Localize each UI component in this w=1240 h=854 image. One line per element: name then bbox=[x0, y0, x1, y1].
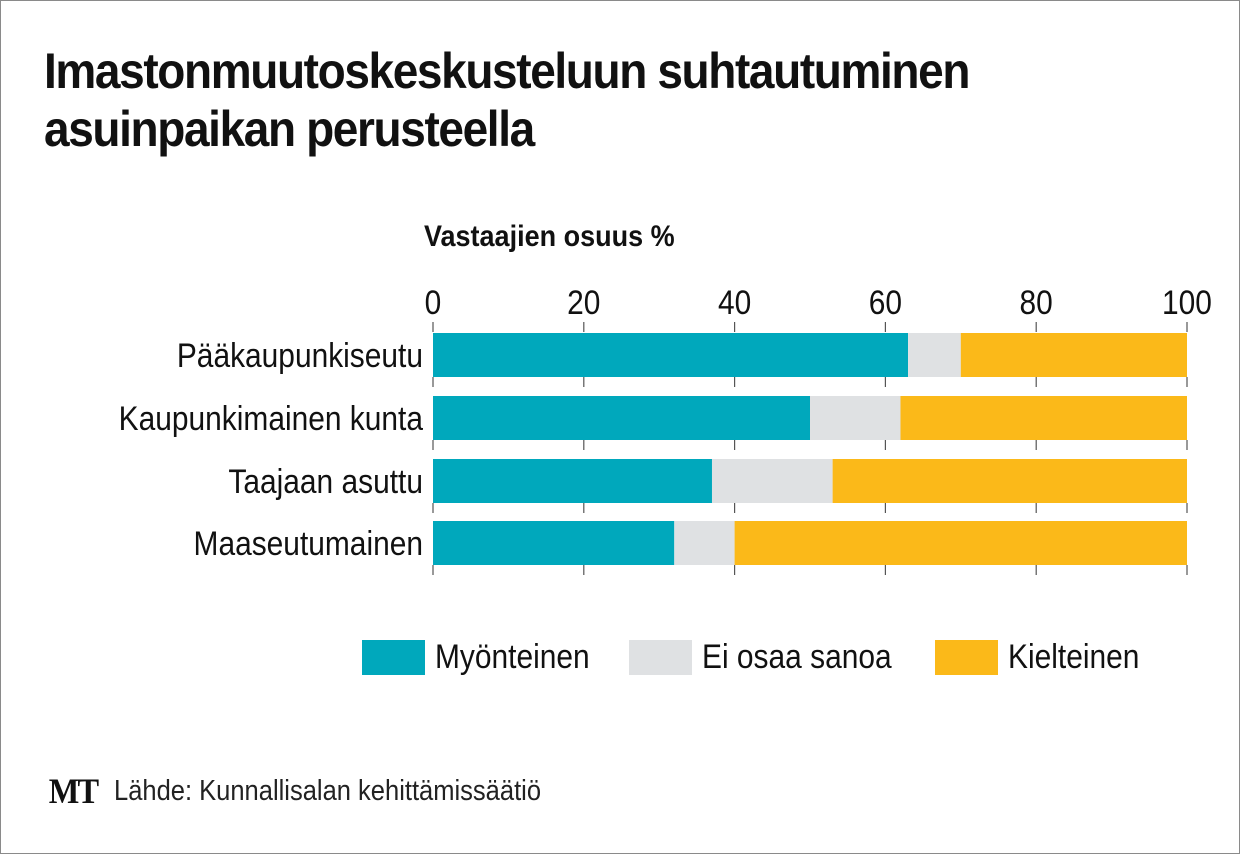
legend: Myönteinen Ei osaa sanoa Kielteinen bbox=[362, 638, 1176, 677]
axis-label: Vastaajien osuus % bbox=[424, 220, 675, 253]
category-label: Maaseutumainen bbox=[194, 524, 423, 562]
category-label: Taajaan asuttu bbox=[228, 462, 423, 500]
x-tick-label: 80 bbox=[1020, 283, 1053, 321]
legend-swatch bbox=[935, 640, 999, 675]
legend-item: Ei osaa sanoa bbox=[628, 638, 918, 677]
mt-logo: MT bbox=[48, 771, 99, 811]
bar-ei-osaa-sanoa bbox=[810, 396, 901, 440]
x-tick-label: 60 bbox=[869, 283, 902, 321]
category-label: Pääkaupunkiseutu bbox=[177, 336, 423, 374]
bar-myönteinen bbox=[433, 396, 810, 440]
bar-ei-osaa-sanoa bbox=[711, 459, 833, 503]
x-tick-label: 20 bbox=[567, 283, 600, 321]
bar-ei-osaa-sanoa bbox=[674, 521, 735, 565]
bar-kielteinen bbox=[734, 521, 1187, 565]
legend-label: Kielteinen bbox=[1008, 638, 1140, 676]
legend-swatch bbox=[362, 640, 425, 675]
bar-ei-osaa-sanoa bbox=[908, 333, 961, 377]
bar-myönteinen bbox=[433, 521, 675, 565]
x-tick-label: 100 bbox=[1162, 283, 1212, 321]
bar-kielteinen bbox=[900, 396, 1187, 440]
bar-kielteinen bbox=[832, 459, 1187, 503]
category-label: Kaupunkimainen kunta bbox=[119, 399, 423, 437]
footer: MT Lähde: Kunnallisalan kehittämissäätiö bbox=[46, 770, 599, 812]
x-tick-label: 0 bbox=[425, 283, 442, 321]
bar-kielteinen bbox=[960, 333, 1187, 377]
legend-item: Myönteinen bbox=[362, 638, 611, 677]
source-text: Lähde: Kunnallisalan kehittämissäätiö bbox=[114, 774, 542, 807]
chart-title: Imastonmuutoskeskusteluun suhtautuminen … bbox=[44, 43, 970, 157]
bar-myönteinen bbox=[433, 333, 909, 377]
legend-label: Myönteinen bbox=[435, 638, 590, 676]
x-tick-label: 40 bbox=[718, 283, 751, 321]
legend-label: Ei osaa sanoa bbox=[701, 638, 892, 676]
bar-myönteinen bbox=[433, 459, 712, 503]
legend-item: Kielteinen bbox=[935, 638, 1157, 677]
legend-swatch bbox=[628, 640, 692, 675]
